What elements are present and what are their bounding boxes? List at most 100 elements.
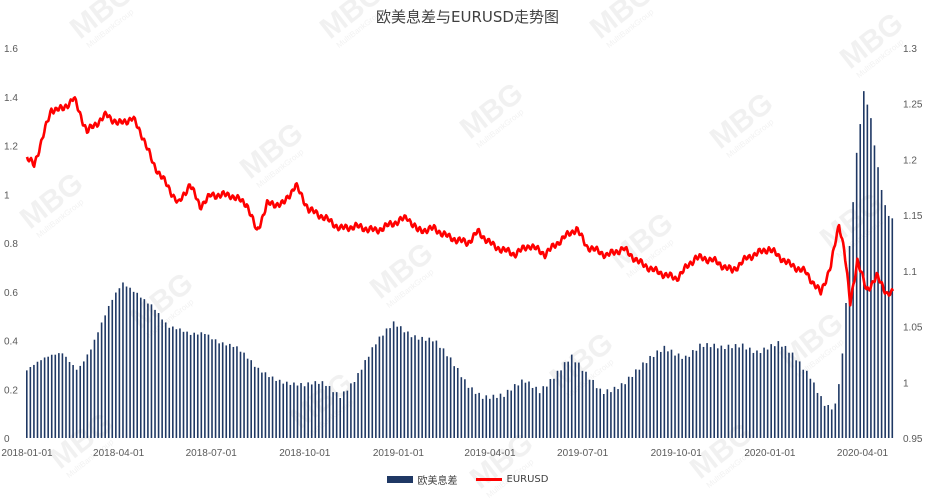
spread-bar xyxy=(321,381,324,438)
spread-bar xyxy=(599,388,602,438)
spread-bar xyxy=(432,341,434,438)
spread-bar xyxy=(663,345,666,438)
spread-bar xyxy=(136,292,139,438)
spread-bar xyxy=(563,362,566,438)
spread-bar xyxy=(47,356,49,438)
spread-bar xyxy=(699,343,701,438)
spread-bar xyxy=(503,396,505,438)
spread-bar xyxy=(225,345,228,438)
spread-bar xyxy=(845,303,847,438)
spread-bar xyxy=(692,350,694,438)
legend-swatch-eurusd xyxy=(475,478,502,481)
spread-bar xyxy=(261,372,263,438)
spread-bar xyxy=(471,387,473,438)
spread-bar xyxy=(873,145,876,438)
spread-bar xyxy=(97,332,99,438)
spread-bar xyxy=(556,370,559,438)
left-axis: 0 0.2 0.4 0.6 0.8 1 1.2 1.4 1.6 xyxy=(4,44,18,445)
spread-bar xyxy=(592,379,594,438)
spread-bar xyxy=(239,351,242,438)
spread-bar xyxy=(838,384,840,438)
spread-bar xyxy=(314,381,317,438)
x-tick-label: 2019-10-01 xyxy=(651,448,703,459)
right-tick-label: 1.2 xyxy=(903,155,917,166)
spread-bar xyxy=(257,367,260,438)
spread-bar xyxy=(806,370,808,438)
spread-bar xyxy=(620,383,623,438)
spread-bar xyxy=(424,340,427,438)
spread-bar xyxy=(741,343,744,438)
spread-bar xyxy=(125,286,128,438)
spread-bar xyxy=(859,124,862,438)
spread-bar xyxy=(492,394,495,438)
spread-bar xyxy=(389,328,391,438)
spread-bar xyxy=(154,309,156,438)
spread-bar xyxy=(168,327,171,438)
x-tick-label: 2020-01-01 xyxy=(744,448,796,459)
spread-bar xyxy=(667,351,669,438)
spread-bar xyxy=(485,395,488,438)
spread-bar xyxy=(75,369,78,438)
spread-bar xyxy=(43,357,46,438)
spread-bar xyxy=(624,384,626,438)
legend-swatch-spread xyxy=(386,476,413,483)
spread-bar xyxy=(464,379,466,438)
spread-bar xyxy=(278,379,281,438)
spread-bar xyxy=(745,349,748,438)
right-tick-label: 1.1 xyxy=(903,267,917,278)
spread-bar xyxy=(449,357,452,438)
spread-bar xyxy=(65,356,67,438)
spread-bar xyxy=(189,334,192,438)
spread-bar xyxy=(531,387,534,438)
spread-bar xyxy=(528,381,530,438)
spread-bar xyxy=(759,353,762,438)
spread-bar xyxy=(891,218,894,438)
left-tick-label: 0.2 xyxy=(4,385,18,396)
spread-bar xyxy=(271,376,274,438)
spread-bar xyxy=(627,376,630,438)
spread-bar xyxy=(752,352,755,438)
spread-bar xyxy=(834,403,837,438)
spread-bar xyxy=(724,349,726,438)
left-tick-label: 0.6 xyxy=(4,288,18,299)
spread-bar xyxy=(453,366,455,438)
spread-bar xyxy=(713,343,716,438)
spread-bar xyxy=(118,288,121,438)
spread-bar xyxy=(602,394,605,438)
spread-bar xyxy=(613,386,616,438)
spread-bar xyxy=(823,405,826,438)
spread-bar xyxy=(26,370,28,438)
x-tick-label: 2019-07-01 xyxy=(557,448,609,459)
eurusd-line-group xyxy=(25,96,895,307)
legend: 欧美息差 EURUSD xyxy=(0,472,935,487)
spread-bar xyxy=(410,337,413,438)
spread-bar xyxy=(414,335,416,438)
spread-bar xyxy=(567,361,569,438)
spread-bar xyxy=(218,343,220,438)
spread-bar xyxy=(328,386,331,438)
spread-bar xyxy=(417,339,420,438)
spread-bar xyxy=(332,392,334,438)
spread-bar xyxy=(399,326,402,438)
spread-bar xyxy=(342,391,345,438)
spread-bar xyxy=(749,347,751,438)
spread-bar xyxy=(581,370,584,438)
spread-bar xyxy=(610,392,612,438)
spread-bar xyxy=(674,355,676,438)
spread-bar xyxy=(275,380,277,438)
spread-bar xyxy=(421,336,423,438)
spread-bar xyxy=(164,322,167,438)
spread-bar xyxy=(392,321,395,438)
spread-bar xyxy=(33,364,35,438)
spread-bar xyxy=(848,246,851,438)
spread-bar xyxy=(204,333,206,438)
spread-bar xyxy=(570,354,573,438)
spread-bar xyxy=(407,331,409,438)
left-tick-label: 1.4 xyxy=(4,93,18,104)
spread-bar xyxy=(766,349,769,438)
spread-bar xyxy=(161,319,163,438)
